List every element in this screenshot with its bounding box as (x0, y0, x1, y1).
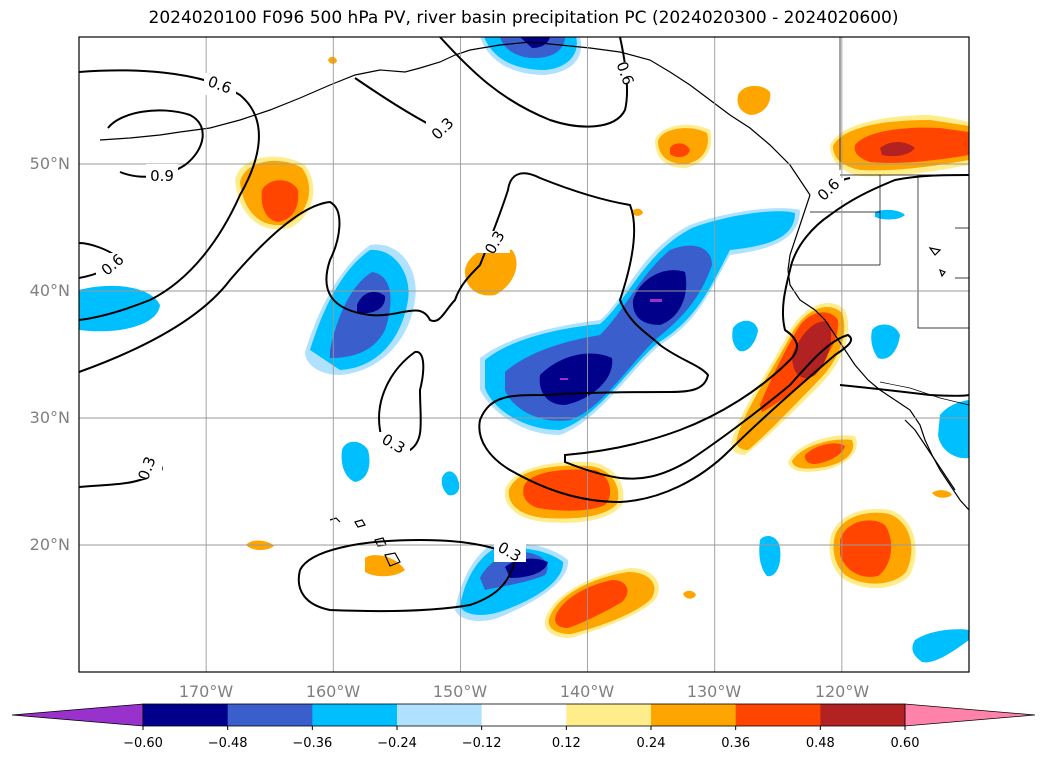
precip-neg-small-5 (759, 536, 781, 577)
colorbar: −0.60 −0.48 −0.36 −0.24 −0.12 0.12 0.24 0.36 0.4… (11, 703, 1036, 751)
border-state-3 (917, 175, 969, 329)
precip-pos-ne-core (880, 142, 915, 157)
lat-label-50n: 50°N (30, 154, 70, 173)
coastline-or-ca (787, 269, 896, 401)
lat-label-40n: 40°N (30, 281, 70, 300)
precip-pos-small-6 (932, 490, 952, 498)
colorbar-segment (481, 704, 567, 726)
coastline-alaska (379, 41, 811, 196)
precip-pos-150w (464, 247, 517, 296)
border-state-5 (955, 227, 969, 279)
coastline-hawaii-4 (384, 552, 401, 567)
pv-contour-0-3-south (297, 538, 517, 613)
precip-pos-baja-core (804, 443, 845, 464)
precip-neg-small-6 (938, 400, 969, 459)
precip-neg-south-core (505, 558, 548, 578)
colorbar-frame (142, 703, 906, 727)
colorbar-tick-label: −0.24 (377, 736, 417, 751)
precip-neg-small-2 (441, 471, 460, 496)
colorbar-tick-label: 0.60 (891, 736, 920, 751)
precip-neg-band-core-north (632, 270, 687, 325)
precip-neg-small-3 (732, 320, 758, 352)
political-borders (790, 37, 969, 406)
lon-label-160w: 160°W (306, 682, 361, 701)
precip-neg-160w-core (357, 291, 386, 314)
coastline-gulf-ca (904, 419, 956, 491)
lat-tick-labels: 50°N 40°N 30°N 20°N (30, 154, 70, 554)
contour-label: 0.9 (150, 167, 174, 185)
precip-pos-small-4 (632, 208, 643, 216)
precip-neg-west-edge (79, 285, 160, 332)
colorbar-tick-label: 0.48 (806, 736, 835, 751)
precip-neg-band-core-south (539, 353, 613, 405)
map-frame (78, 36, 970, 673)
lon-label-140w: 140°W (560, 682, 615, 701)
lat-label-20n: 20°N (30, 535, 70, 554)
coastline-bc-wa (787, 194, 811, 271)
precip-shading (79, 37, 969, 663)
lon-label-130w: 130°W (687, 682, 742, 701)
precip-neg-small-4 (871, 324, 900, 359)
precip-pos-135w-core (670, 143, 690, 158)
colorbar-tick-label: 0.24 (637, 736, 666, 751)
pv-contour-0-6-east (839, 384, 969, 397)
precip-pos-165w-core (261, 180, 299, 222)
colorbar-tick-label: 0.12 (552, 736, 581, 751)
colorbar-extend-min (11, 703, 144, 727)
colorbar-segment (312, 704, 398, 726)
lat-label-30n: 30°N (30, 408, 70, 427)
contour-labels: 0.6 0.9 0.6 0.3 0.3 0.3 0.6 0.3 0.3 0.6 (96, 59, 844, 566)
colorbar-segment (735, 704, 821, 726)
precip-neg-small-7 (912, 629, 969, 663)
precip-pos-se-core (840, 520, 892, 577)
colorbar-segment (651, 704, 737, 726)
precip-neg-small-1 (341, 441, 370, 482)
colorbar-segment (227, 704, 313, 726)
precip-pos-small-5 (328, 56, 337, 64)
colorbar-extend-max (904, 703, 1036, 727)
pv-contour-0-6-west (79, 69, 260, 321)
chart-title: 2024020100 F096 500 hPa PV, river basin … (148, 8, 899, 28)
precip-extreme-2 (560, 378, 568, 380)
colorbar-segment (566, 704, 652, 726)
lon-label-170w: 170°W (179, 682, 234, 701)
precip-pos-small-1 (365, 555, 405, 577)
precip-pos-127w (737, 85, 771, 115)
colorbar-tick-label: −0.12 (462, 736, 502, 751)
precip-pos-ca-core (792, 321, 832, 379)
coastline-hawaii-1 (329, 517, 341, 523)
lon-tick-labels: 170°W 160°W 150°W 140°W 130°W 120°W (179, 682, 870, 701)
border-us-mexico (879, 381, 969, 406)
precip-neg-small-8 (875, 209, 905, 220)
colorbar-segment (143, 704, 229, 726)
pv-contour-0-3-main (79, 172, 969, 504)
colorbar-tick-label: −0.60 (123, 736, 163, 751)
lon-label-150w: 150°W (433, 682, 488, 701)
coastline-hawaii-2 (354, 519, 366, 528)
coastline-aleutians (99, 69, 381, 141)
lon-label-120w: 120°W (815, 682, 870, 701)
colorbar-tick-label: −0.48 (208, 736, 248, 751)
precip-extreme-1 (650, 299, 662, 302)
precip-pos-central-core (523, 469, 611, 511)
precip-pos-south-core (555, 580, 628, 628)
colorbar-tick-label: 0.36 (721, 736, 750, 751)
coastline-islands (928, 247, 946, 278)
colorbar-segment (820, 704, 906, 726)
precip-pos-small-3 (683, 590, 696, 599)
coastlines (99, 41, 969, 567)
colorbar-tick-label: −0.36 (292, 736, 332, 751)
colorbar-segment (397, 704, 483, 726)
